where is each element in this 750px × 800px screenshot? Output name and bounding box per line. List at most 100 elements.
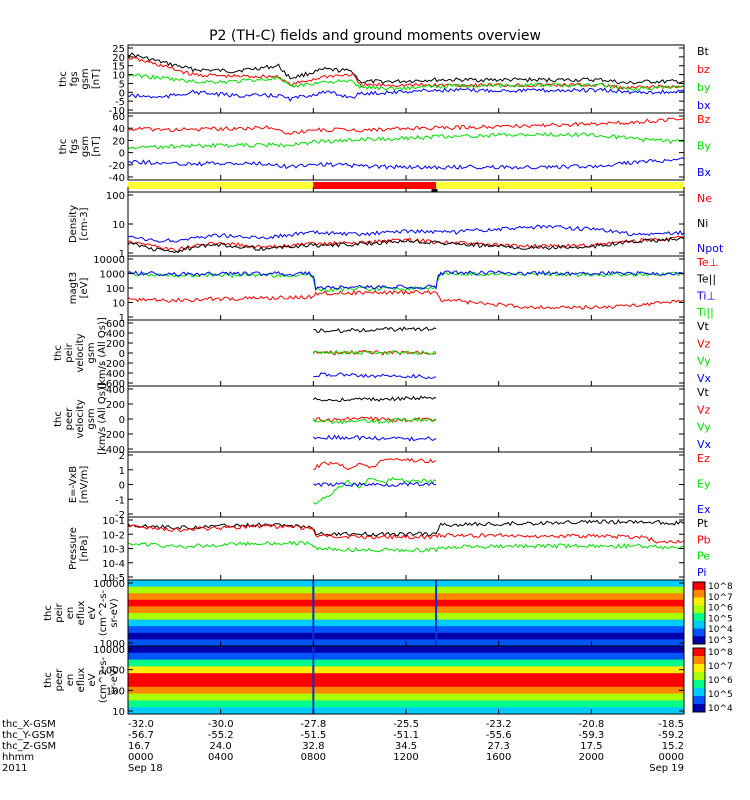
spectrogram-band [128, 619, 684, 627]
legend-entry: Vx [697, 372, 712, 385]
y-axis-label: thc [43, 672, 54, 688]
y-tick-label: 10 [112, 220, 125, 231]
y-tick-label: 400 [106, 385, 125, 396]
y-tick-label: -40 [109, 173, 125, 184]
y-tick-label: 20 [112, 136, 125, 147]
series-line-vx [312, 434, 437, 442]
x-axis-value: Sep 19 [649, 763, 684, 774]
colorbar-swatch [693, 636, 705, 645]
y-tick-label: 10000 [93, 579, 125, 590]
mode-bar-segment [436, 182, 684, 189]
x-axis-value: 0000 [659, 752, 684, 763]
legend-entry: Vy [697, 421, 711, 434]
spectrogram-band [128, 686, 684, 695]
colorbar-tick-label: 10^6 [708, 676, 733, 686]
colorbar-frame [692, 581, 706, 645]
spectrogram-band [128, 680, 684, 688]
x-axis-value: 27.3 [488, 741, 510, 752]
y-tick-label: 1 [119, 313, 125, 324]
y-tick-label: 1 [119, 466, 125, 477]
x-axis-value: -30.0 [208, 719, 234, 730]
y-axis-label: peir [64, 342, 75, 362]
x-axis-value: 24.0 [210, 741, 232, 752]
colorbar-tick-label: 10^8 [708, 648, 733, 658]
x-axis-value: -55.6 [486, 730, 512, 741]
legend-entry: Pi [697, 566, 706, 579]
x-axis-value: 17.5 [580, 741, 602, 752]
y-tick-label: 15 [112, 62, 125, 73]
legend-entry: Bx [697, 166, 712, 179]
y-axis-label: [mV/m] [79, 466, 90, 504]
legend-entry: Te|| [696, 273, 716, 286]
legend-entry: Vt [697, 320, 710, 333]
y-tick-label: 10 [112, 299, 125, 310]
y-tick-label: -600 [102, 379, 125, 390]
colorbar-swatch [693, 613, 705, 622]
colorbar-tick-label: 10^6 [708, 604, 733, 614]
series-line-vx [313, 372, 437, 380]
colorbar-swatch [693, 680, 705, 689]
series-line-npot [127, 224, 685, 243]
colorbar-swatch [693, 664, 705, 673]
colorbar-tick-label: 10^7 [708, 662, 733, 672]
x-axis-row-label: hhmm [2, 752, 34, 763]
panel-frame [127, 191, 685, 257]
colorbar-swatch [693, 688, 705, 697]
y-axis-label: eflux [76, 668, 87, 693]
series-line-bz [127, 117, 685, 136]
legend-entry: by [697, 81, 711, 94]
legend-entry: Vz [697, 403, 711, 416]
legend-entry: bx [697, 99, 711, 112]
colorbar-swatch [693, 597, 705, 606]
y-axis-label: [eV] [79, 278, 90, 299]
y-axis-label: eflux [76, 601, 87, 626]
y-axis-label: thc [53, 411, 64, 427]
legend-entry: Vz [697, 337, 711, 350]
series-line-vy [312, 349, 437, 356]
legend-entry: Ex [697, 503, 711, 516]
colorbar-swatch [693, 582, 705, 591]
y-tick-label: 10000 [93, 645, 125, 656]
y-axis-label: gsm [86, 408, 97, 429]
y-tick-label: 1000 [100, 270, 125, 281]
x-axis-value: 1600 [486, 752, 511, 763]
mode-bar-segment [313, 182, 437, 189]
spectrogram-band [128, 646, 684, 654]
legend-entry: Ne [697, 192, 712, 205]
series-line-bx [127, 157, 685, 170]
x-axis-value: 34.5 [395, 741, 417, 752]
x-axis-value: -51.5 [300, 730, 326, 741]
x-axis-value: 2000 [579, 752, 604, 763]
y-tick-label: -200 [102, 430, 125, 441]
y-tick-label: 200 [106, 400, 125, 411]
legend-entry: Npot [697, 242, 724, 255]
series-line-te⊥ [127, 289, 685, 310]
y-tick-label: 1000 [100, 666, 125, 677]
spectrogram-band [128, 693, 684, 701]
y-tick-label: 0 [119, 88, 125, 99]
legend-entry: Ey [697, 478, 711, 491]
y-tick-label: -20 [109, 161, 125, 172]
series-line-vy [312, 417, 437, 425]
colorbar-swatch [693, 696, 705, 705]
colorbar-swatch [693, 672, 705, 681]
y-tick-label: 5 [119, 79, 125, 90]
y-tick-label: 600 [106, 319, 125, 330]
y-axis-label: sr-eV) [109, 598, 120, 627]
legend-entry: Pt [697, 517, 709, 530]
y-axis-label: eV [87, 606, 98, 619]
spectrogram-band [128, 606, 684, 614]
y-axis-label: gsm [80, 136, 91, 157]
x-axis-value: 0400 [208, 752, 233, 763]
series-line-bx [127, 87, 685, 102]
y-tick-label: 10-4 [102, 559, 125, 570]
y-tick-label: 10-3 [102, 545, 125, 556]
spectrogram-band [128, 666, 684, 674]
y-tick-label: 10 [112, 707, 125, 718]
x-axis-value: -27.8 [300, 719, 326, 730]
x-axis-value: -51.1 [393, 730, 419, 741]
series-line-ex [313, 481, 437, 488]
x-axis-value: -59.2 [658, 730, 684, 741]
series-line-pe [128, 540, 685, 553]
y-axis-label: [nT] [91, 136, 102, 156]
